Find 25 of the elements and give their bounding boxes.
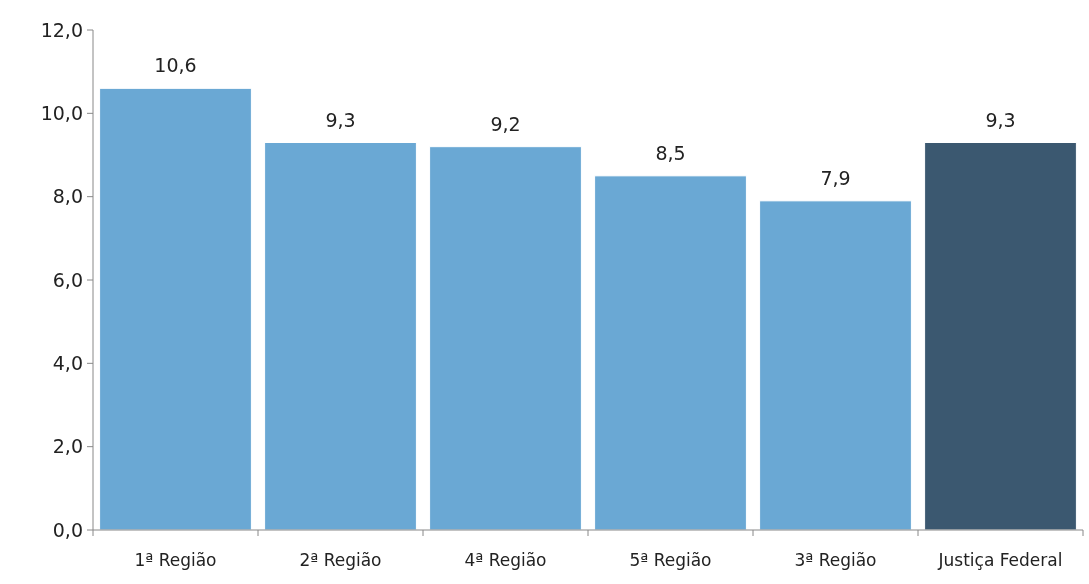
bar: [429, 146, 582, 531]
data-label: 10,6: [154, 54, 197, 77]
y-tick-label: 0,0: [52, 518, 83, 541]
data-label: 8,5: [655, 141, 686, 164]
bar: [264, 142, 417, 531]
data-label: 9,3: [325, 108, 356, 131]
y-tick-label: 10,0: [40, 101, 83, 124]
y-tick-label: 2,0: [52, 435, 83, 458]
x-tick-label: 2ª Região: [299, 550, 382, 570]
data-label: 9,3: [985, 108, 1016, 131]
x-tick-label: 1ª Região: [134, 550, 217, 570]
bar: [99, 87, 252, 531]
x-tick-label: 5ª Região: [629, 550, 712, 570]
x-tick-label: Justiça Federal: [937, 550, 1063, 570]
y-tick-label: 4,0: [52, 351, 83, 374]
y-tick-label: 12,0: [40, 18, 83, 41]
bar: [594, 175, 747, 531]
x-tick-label: 3ª Região: [794, 550, 877, 570]
bar: [759, 200, 912, 531]
data-label: 9,2: [490, 112, 521, 135]
bar: [924, 142, 1077, 531]
x-tick-label: 4ª Região: [464, 550, 547, 570]
y-tick-label: 6,0: [52, 268, 83, 291]
data-label: 7,9: [820, 166, 851, 189]
y-tick-label: 8,0: [52, 185, 83, 208]
